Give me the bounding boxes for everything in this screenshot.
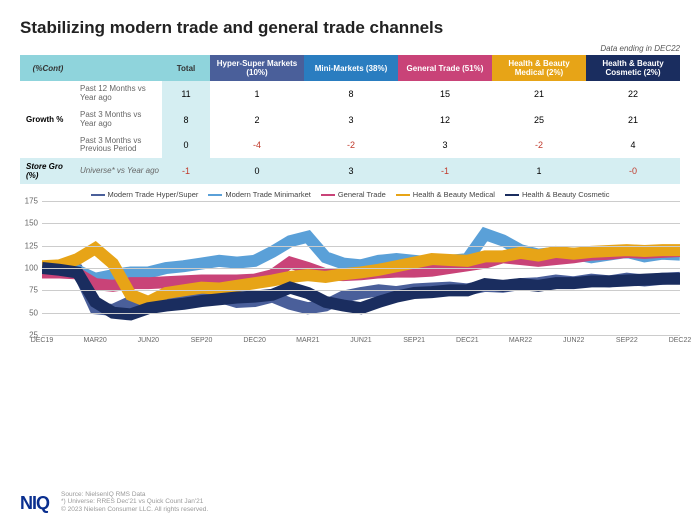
cell: 11 [162, 81, 210, 107]
page-title: Stabilizing modern trade and general tra… [20, 18, 680, 38]
y-tick: 100 [25, 264, 38, 273]
col-header: Health & Beauty Cosmetic (2%) [586, 55, 680, 81]
col-header: Hyper-Super Markets (10%) [210, 55, 304, 81]
chart-legend: Modern Trade Hyper/Super Modern Trade Min… [20, 190, 680, 199]
table-row: Past 3 Months vs Previous Period0-4-23-2… [20, 133, 680, 159]
legend-item: General Trade [321, 190, 386, 199]
cell: 21 [492, 81, 586, 107]
x-tick: SEP20 [191, 337, 213, 344]
cell: 3 [398, 133, 492, 159]
cell: -1 [398, 158, 492, 184]
cell: 22 [586, 81, 680, 107]
cell: 3 [304, 107, 398, 133]
cell: -2 [492, 133, 586, 159]
footer: NIQ Source: NielsenIQ RMS Data *) Univer… [20, 491, 680, 514]
cell: 2 [210, 107, 304, 133]
cell: Past 12 Months vs Year ago [76, 81, 162, 107]
cell: 8 [162, 107, 210, 133]
legend-item: Health & Beauty Cosmetic [505, 190, 610, 199]
cell: -4 [210, 133, 304, 159]
cell: 1 [210, 81, 304, 107]
y-tick: 125 [25, 241, 38, 250]
store-row: Store Gro (%)Universe* vs Year ago-103-1… [20, 158, 680, 184]
line-chart: 255075100125150175 DEC19MAR20JUN20SEP20D… [20, 201, 680, 351]
cell: Universe* vs Year ago [76, 158, 162, 184]
cell: 12 [398, 107, 492, 133]
x-tick: JUN21 [350, 337, 371, 344]
col-header: Health & Beauty Medical (2%) [492, 55, 586, 81]
col-header: General Trade (51%) [398, 55, 492, 81]
legend-item: Health & Beauty Medical [396, 190, 495, 199]
cell: 4 [586, 133, 680, 159]
corner-sub [76, 55, 162, 81]
y-tick: 75 [29, 286, 38, 295]
x-tick: DEC21 [456, 337, 479, 344]
x-tick: MAR22 [509, 337, 532, 344]
logo: NIQ [20, 493, 49, 514]
cell: -2 [304, 133, 398, 159]
cell: 0 [162, 133, 210, 159]
legend-item: Modern Trade Minimarket [208, 190, 310, 199]
cell: 3 [304, 158, 398, 184]
source-line: Source: NielsenIQ RMS Data [61, 491, 208, 499]
y-tick: 175 [25, 197, 38, 206]
y-tick: 50 [29, 308, 38, 317]
cell: Past 3 Months vs Previous Period [76, 133, 162, 159]
table-row: Past 3 Months vs Year ago823122521 [20, 107, 680, 133]
x-tick: MAR20 [83, 337, 106, 344]
cell: 21 [586, 107, 680, 133]
x-tick: SEP21 [403, 337, 425, 344]
cell: -0 [586, 158, 680, 184]
x-tick: JUN20 [138, 337, 159, 344]
x-tick: DEC19 [31, 337, 54, 344]
cell: 25 [492, 107, 586, 133]
cell: 8 [304, 81, 398, 107]
cell: 1 [492, 158, 586, 184]
col-header: Mini-Markets (38%) [304, 55, 398, 81]
corner-total: Total [162, 55, 210, 81]
y-tick: 150 [25, 219, 38, 228]
row-category: Growth % [20, 81, 76, 158]
x-tick: JUN22 [563, 337, 584, 344]
x-tick: DEC20 [243, 337, 266, 344]
cell: -1 [162, 158, 210, 184]
data-note: Data ending in DEC22 [20, 44, 680, 53]
footnote-2: © 2023 Nielsen Consumer LLC. All rights … [61, 506, 208, 514]
growth-table: (%Cont) Total Hyper-Super Markets (10%)M… [20, 55, 680, 184]
cell: 0 [210, 158, 304, 184]
corner-pct: (%Cont) [20, 55, 76, 81]
cell: 15 [398, 81, 492, 107]
x-tick: SEP22 [616, 337, 638, 344]
row-category: Store Gro (%) [20, 158, 76, 184]
legend-item: Modern Trade Hyper/Super [91, 190, 199, 199]
cell: Past 3 Months vs Year ago [76, 107, 162, 133]
x-tick: MAR21 [296, 337, 319, 344]
table-row: Growth %Past 12 Months vs Year ago111815… [20, 81, 680, 107]
x-tick: DEC22 [669, 337, 692, 344]
